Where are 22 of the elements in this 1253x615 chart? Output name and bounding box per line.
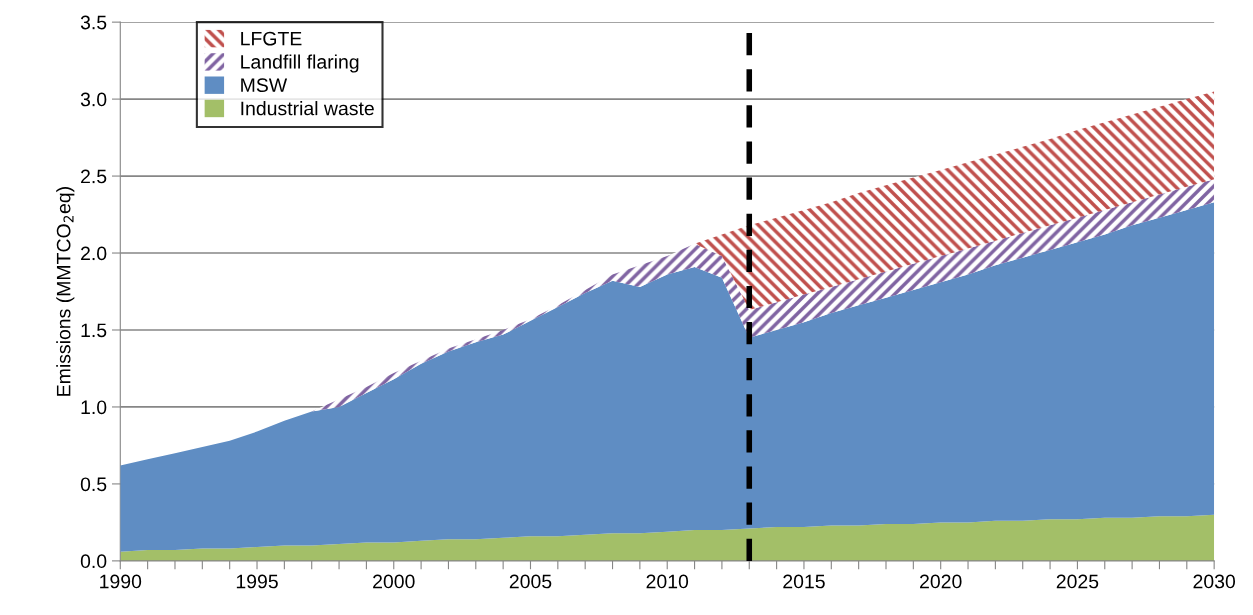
y-tick-label: 2.5 <box>81 169 107 184</box>
x-tick-label: 1995 <box>236 574 278 589</box>
x-tick-label: 2005 <box>509 574 552 589</box>
legend-label: LFGTE <box>241 31 302 46</box>
legend-label: Industrial waste <box>241 101 374 116</box>
y-tick-label: 2.0 <box>81 246 107 261</box>
x-tick-label: 2025 <box>1056 574 1099 589</box>
y-axis-title: Emissions (MMTCO$_{2}$eq) <box>56 187 75 396</box>
x-tick-label: 2020 <box>920 574 962 589</box>
x-tick-label: 1990 <box>100 574 142 589</box>
legend-label: Landfill flaring <box>241 54 359 73</box>
x-tick-label: 2015 <box>783 574 825 589</box>
y-tick-label: 3.5 <box>80 15 107 30</box>
y-tick-label: 0.5 <box>80 477 107 492</box>
legend-label: MSW <box>241 78 288 93</box>
y-tick-label: 1.5 <box>81 323 107 338</box>
x-tick-label: 2010 <box>646 574 689 589</box>
x-tick-label: 2000 <box>373 574 415 589</box>
y-tick-label: 0.0 <box>80 554 107 569</box>
y-tick-label: 1.0 <box>81 400 107 415</box>
y-tick-label: 3.0 <box>80 92 107 107</box>
x-tick-label: 2030 <box>1193 574 1236 589</box>
